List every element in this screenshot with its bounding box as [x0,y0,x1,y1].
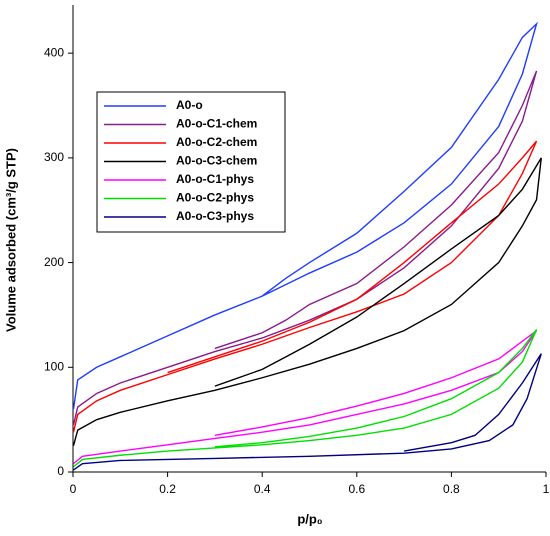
series-line [72,157,542,447]
legend-label: A0-o-C3-phys [176,209,254,223]
y-tick-label: 200 [44,255,64,269]
legend-box [96,91,286,233]
y-tick-label: 300 [44,150,64,164]
x-axis-label: p/p₀ [297,511,322,526]
legend-label: A0-o [176,98,203,112]
series-line [73,353,542,471]
plot-area: 0 100 200 300 400 0 0.2 0.4 0.6 0.8 1 [44,5,550,496]
x-tick-label: 0.4 [254,482,271,496]
series-line [73,329,538,468]
legend-label: A0-o-C1-phys [176,172,254,186]
x-tick-label: 0 [70,482,77,496]
x-tick-label: 1 [543,482,550,496]
y-tick-label: 100 [44,359,64,373]
legend-label: A0-o-C3-chem [176,154,257,168]
series-line [72,70,538,426]
series-line [73,330,538,465]
legend-label: A0-o-C1-chem [176,117,257,131]
legend-label: A0-o-C2-phys [176,191,254,205]
series-line [72,21,538,410]
x-tick-label: 0.6 [348,482,365,496]
x-tick-label: 0.2 [159,482,176,496]
y-axis-label: Volume adsorbed (cm³/g STP) [3,148,18,332]
x-tick-label: 0.8 [443,482,460,496]
y-tick-label: 400 [44,45,64,59]
legend-label: A0-o-C2-chem [176,135,257,149]
y-tick-label: 0 [57,464,64,478]
